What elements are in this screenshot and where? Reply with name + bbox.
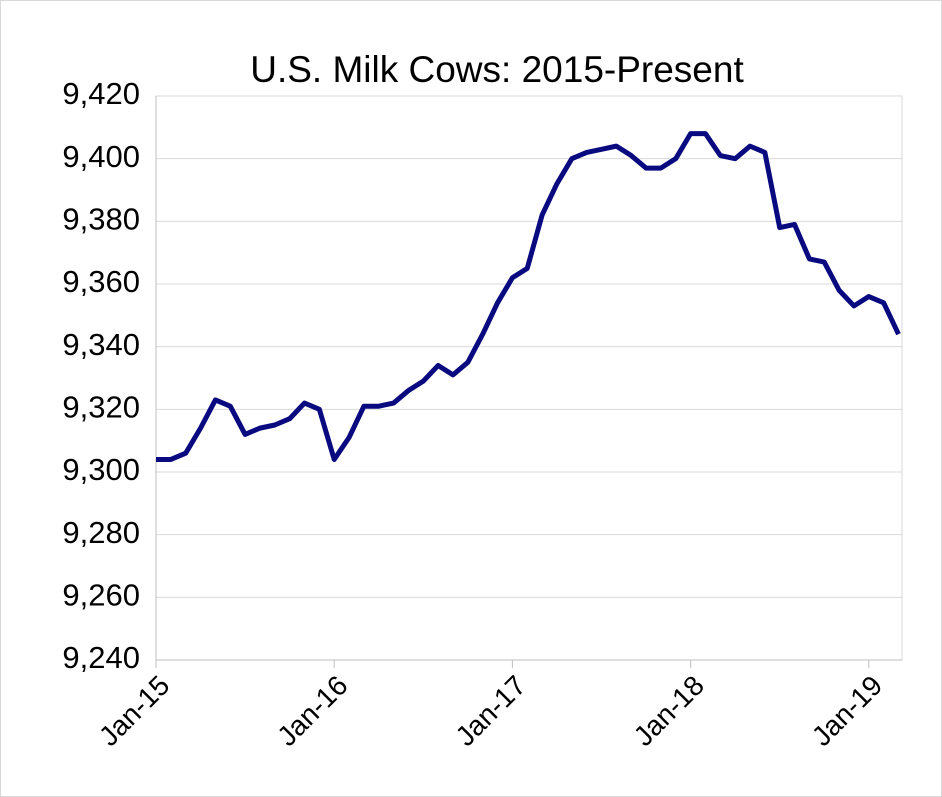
chart-title: U.S. Milk Cows: 2015-Present bbox=[250, 49, 744, 90]
y-tick-label: 9,260 bbox=[62, 578, 140, 613]
x-tick-label: Jan-17 bbox=[449, 670, 531, 752]
x-tick-label: Jan-15 bbox=[93, 670, 175, 752]
y-tick-label: 9,240 bbox=[62, 640, 140, 675]
x-tick-label: Jan-16 bbox=[271, 670, 353, 752]
y-tick-label: 9,380 bbox=[62, 202, 140, 237]
y-tick-label: 9,280 bbox=[62, 515, 140, 550]
y-tick-label: 9,300 bbox=[62, 452, 140, 487]
y-tick-label: 9,360 bbox=[62, 264, 140, 299]
x-tick-label: Jan-18 bbox=[628, 670, 710, 752]
y-tick-label: 9,420 bbox=[62, 76, 140, 111]
data-line bbox=[156, 131, 901, 462]
x-tick-label: Jan-19 bbox=[806, 670, 888, 752]
plot-area bbox=[155, 95, 903, 661]
y-tick-label: 9,400 bbox=[62, 139, 140, 174]
y-tick-label: 9,340 bbox=[62, 327, 140, 362]
y-tick-label: 9,320 bbox=[62, 390, 140, 425]
